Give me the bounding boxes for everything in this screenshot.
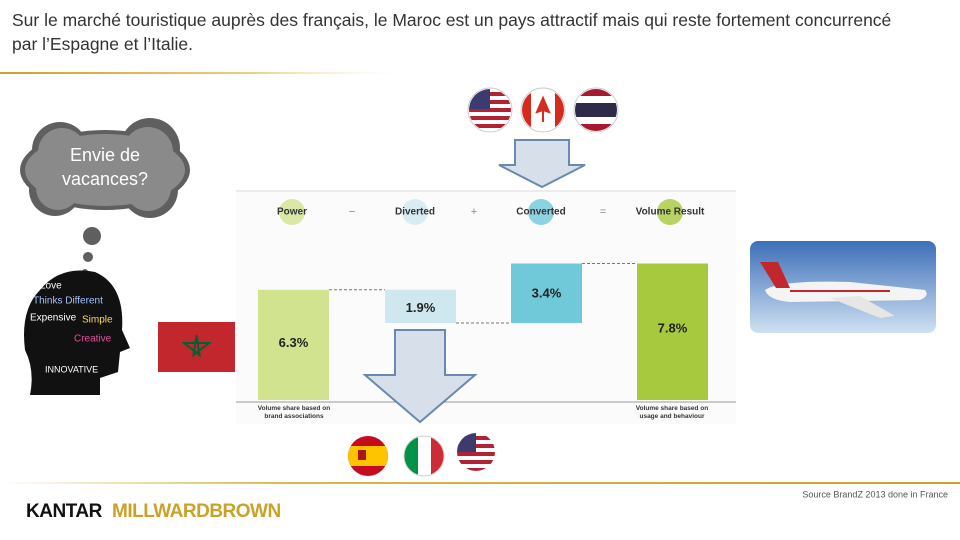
morocco-flag	[158, 322, 235, 372]
header-icon	[528, 199, 554, 225]
value-label: 6.3%	[279, 335, 309, 350]
title-rule	[0, 72, 420, 74]
value-label: 3.4%	[532, 286, 562, 301]
down-arrow-top	[498, 139, 586, 189]
head-silhouette	[24, 270, 130, 395]
operator: −	[349, 206, 355, 218]
plane-image	[750, 241, 936, 333]
thought-cloud	[20, 118, 190, 275]
logo-kantar: KANTAR	[26, 501, 103, 522]
slide-title: Sur le marché touristique auprès des fra…	[12, 10, 892, 54]
flag-star	[181, 334, 212, 358]
head-word: Creative	[74, 334, 112, 345]
thought-text: Envie de vacances?	[61, 145, 149, 189]
head-word: Simple	[82, 315, 113, 326]
head-word: INNOVATIVE	[45, 364, 98, 374]
bar	[385, 289, 456, 323]
header-icon	[657, 199, 683, 225]
thought-box: Envie de vacances?	[61, 145, 149, 189]
head-word: Thinks Different	[33, 296, 103, 307]
footer-rule	[0, 482, 960, 484]
source-text: Source BrandZ 2013 done in France	[802, 489, 948, 499]
logo-millwardbrown: MILLWARDBROWN	[112, 501, 281, 522]
head-word: Expensive	[30, 313, 77, 324]
category-label: Diverted	[395, 207, 435, 218]
footnote-box: Volume share based on brand associations	[257, 405, 331, 420]
value-label: 7.8%	[658, 320, 688, 335]
bottom-flags	[348, 433, 495, 477]
footnote-box: Volume share based on usage and behaviou…	[635, 405, 709, 420]
header-icon	[402, 199, 428, 225]
top-flags	[467, 87, 619, 133]
operator: =	[600, 206, 606, 218]
category-label: Power	[277, 207, 307, 218]
down-arrow-bottom	[362, 329, 478, 424]
category-label: Converted	[516, 207, 565, 218]
title-box: Sur le marché touristique auprès des fra…	[12, 10, 892, 54]
bar	[511, 263, 582, 323]
value-label: 1.9%	[406, 300, 436, 315]
category-label: Volume Result	[636, 207, 705, 218]
head-word: Love	[40, 281, 62, 292]
bar	[637, 263, 708, 400]
bar	[258, 289, 329, 400]
header-icon	[279, 199, 305, 225]
operator: +	[471, 206, 477, 218]
footnote: Volume share based on brand associations	[257, 405, 331, 420]
footnote: Volume share based on usage and behaviou…	[635, 405, 709, 420]
